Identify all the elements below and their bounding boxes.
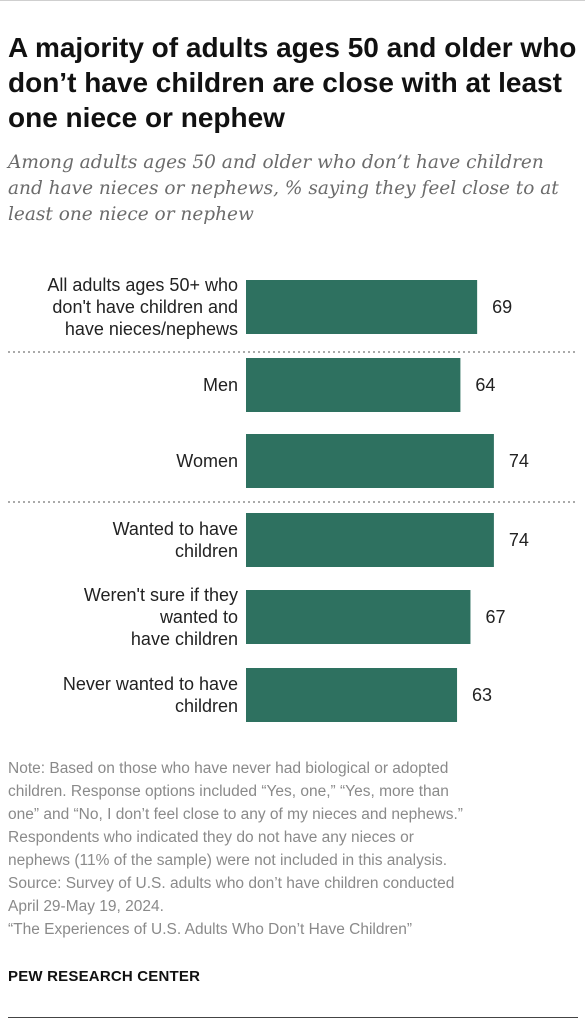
- category-label: Women: [176, 451, 238, 471]
- source-line: Source: Survey of U.S. adults who don’t …: [8, 875, 455, 892]
- report-title-line: “The Experiences of U.S. Adults Who Don’…: [8, 921, 413, 938]
- bar-chart: 69 All adults ages 50+ who don't have chil…: [8, 275, 578, 722]
- category-label: Never wanted to have children: [63, 674, 238, 716]
- value-label: 74: [509, 530, 529, 550]
- chart-title: A majority of adults ages 50 and older w…: [8, 32, 577, 133]
- top-divider: [0, 0, 585, 1]
- bar: [246, 513, 494, 567]
- category-label: All adults ages 50+ who don't have childr…: [47, 275, 238, 339]
- note-line: Note: Based on those who have never had …: [8, 760, 449, 777]
- chart-notes: Note: Based on those who have never had …: [8, 757, 578, 941]
- value-label: 74: [509, 451, 529, 471]
- chart-subtitle: Among adults ages 50 and older who don’t…: [8, 152, 559, 225]
- bottom-divider: [8, 1017, 578, 1018]
- category-label: Men: [203, 375, 238, 395]
- brand-logo-text: PEW RESEARCH CENTER: [8, 968, 201, 985]
- value-label: 67: [485, 607, 505, 627]
- category-label: Weren't sure if they wanted to have childr…: [84, 585, 238, 649]
- value-label: 63: [472, 685, 492, 705]
- bar: [246, 434, 494, 488]
- bar: [246, 358, 461, 412]
- value-label: 64: [475, 375, 495, 395]
- bar: [246, 280, 478, 334]
- bar: [246, 590, 471, 644]
- value-label: 69: [492, 297, 512, 317]
- note-line: Respondents who indicated they do not ha…: [8, 829, 414, 846]
- bar: [246, 668, 458, 722]
- note-line: one” and “No, I don’t feel close to any …: [8, 806, 463, 823]
- note-line: children. Response options included “Yes…: [8, 783, 449, 800]
- note-line: nephews (11% of the sample) were not inc…: [8, 852, 448, 869]
- source-line: April 29-May 19, 2024.: [8, 898, 164, 915]
- category-label: Wanted to have children: [113, 519, 238, 561]
